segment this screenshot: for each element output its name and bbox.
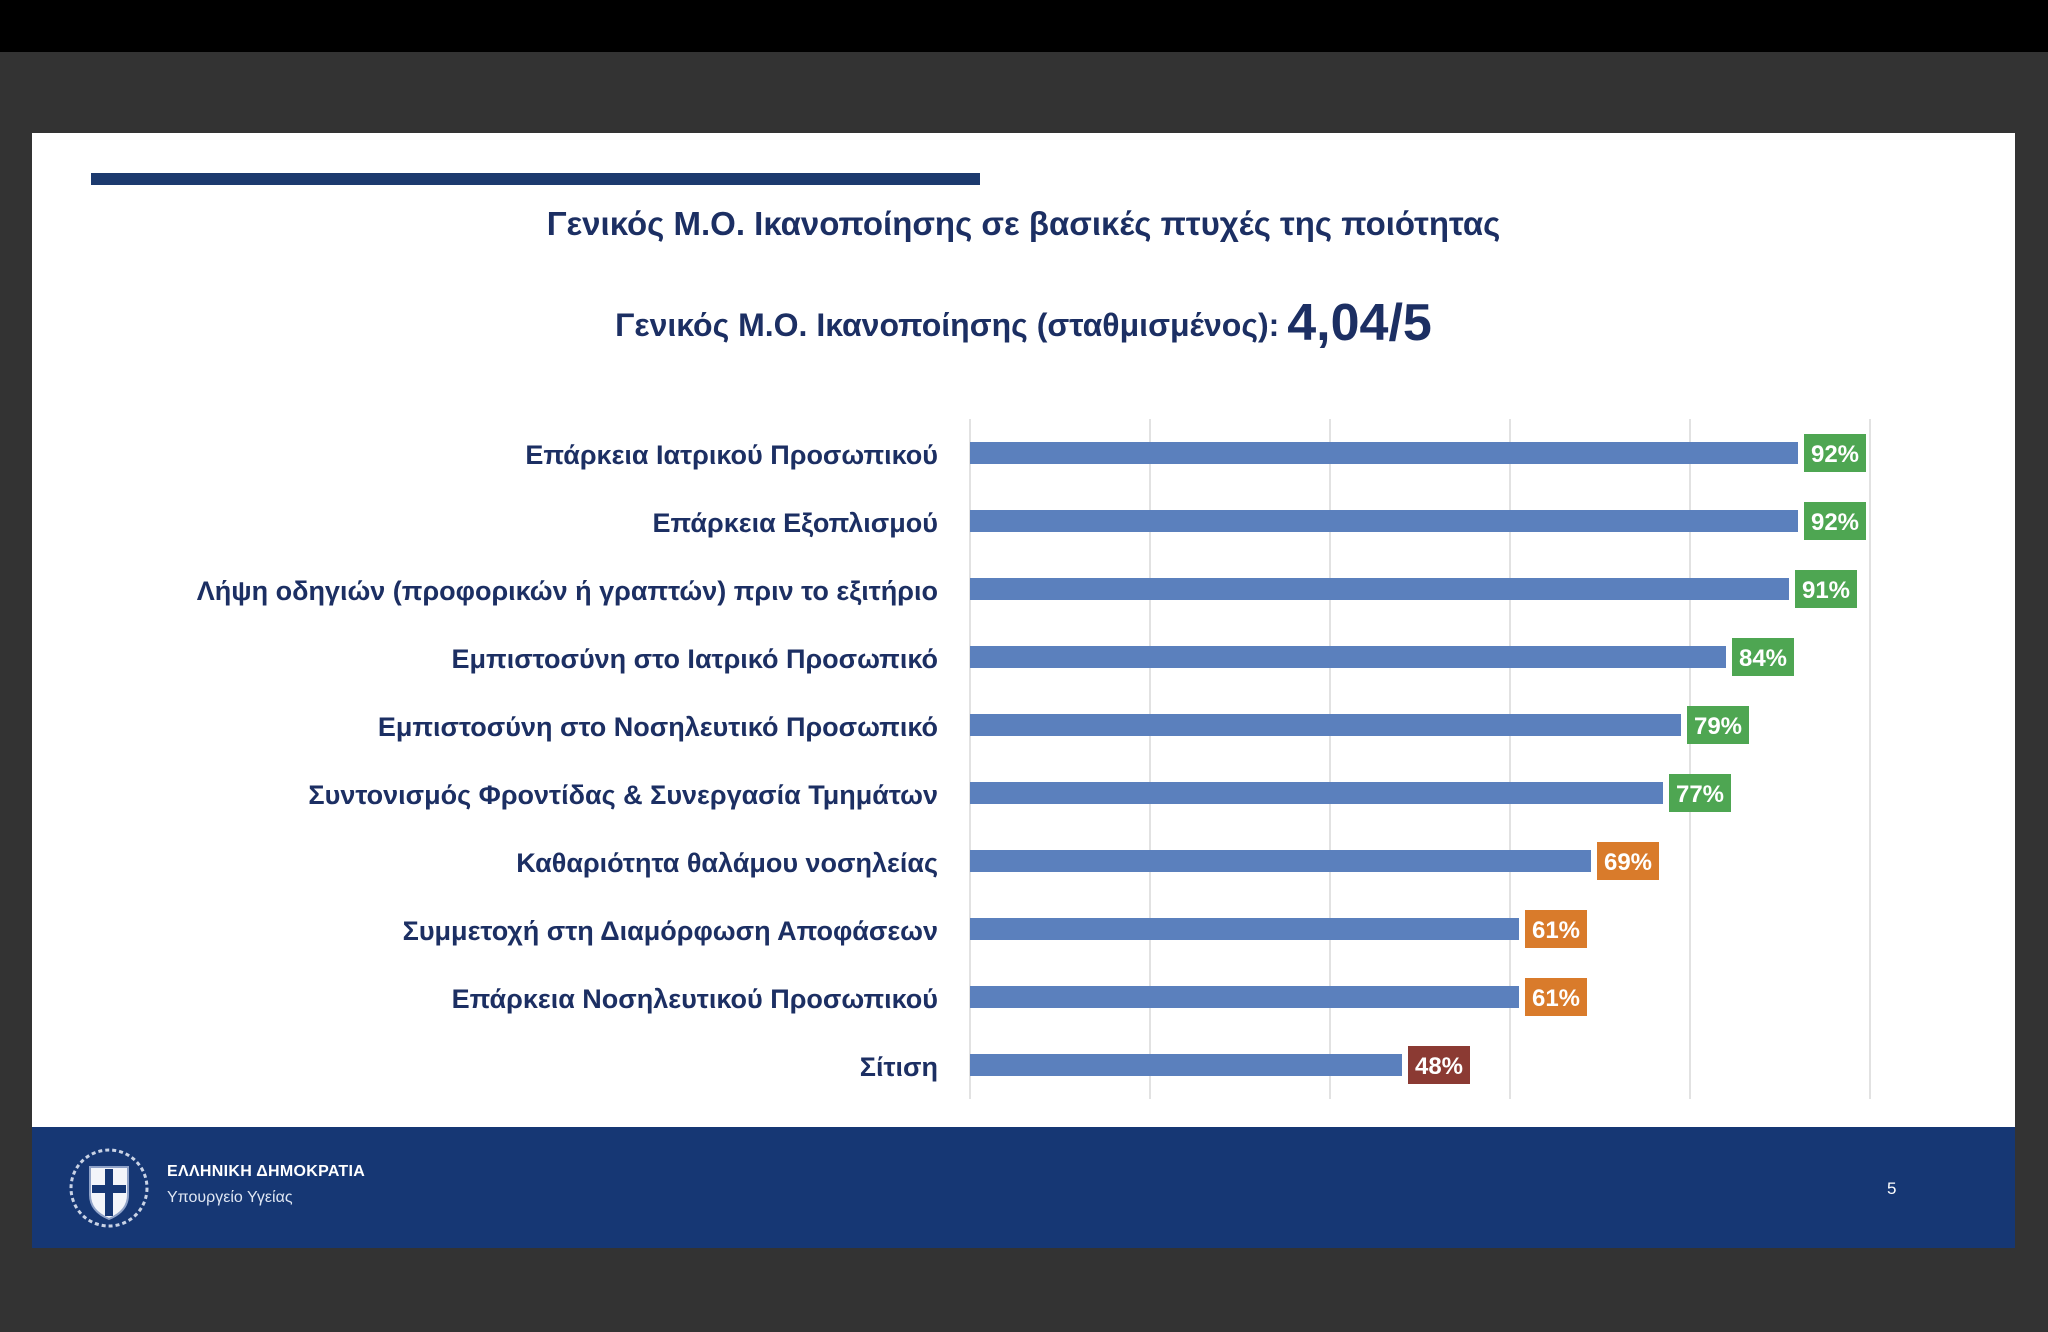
data-label-box <box>1525 978 1587 1016</box>
data-label-box <box>1687 706 1749 744</box>
subtitle-value: 4,04/5 <box>1287 294 1432 352</box>
ministry-name: Υπουργείο Υγείας <box>167 1189 293 1206</box>
data-label: 61% <box>1532 917 1580 944</box>
data-label-box <box>1732 638 1794 676</box>
greek-republic-emblem-icon <box>69 1148 149 1228</box>
data-label-box <box>1804 434 1866 472</box>
data-label: 92% <box>1811 509 1859 536</box>
data-label: 61% <box>1532 985 1580 1012</box>
category-label: Σίτιση <box>860 1052 938 1082</box>
bar <box>970 578 1789 600</box>
organization-name: ΕΛΛΗΝΙΚΗ ΔΗΜΟΚΡΑΤΙΑ <box>167 1163 366 1180</box>
bar <box>970 850 1591 872</box>
data-label-box <box>1597 842 1659 880</box>
bar <box>970 442 1798 464</box>
bar <box>970 986 1519 1008</box>
data-label: 91% <box>1802 577 1850 604</box>
category-label: Καθαριότητα θαλάμου νοσηλείας <box>516 848 938 878</box>
data-label: 69% <box>1604 849 1652 876</box>
slide-footer: ΕΛΛΗΝΙΚΗ ΔΗΜΟΚΡΑΤΙΑ Υπουργείο Υγείας 5 <box>32 1127 2015 1248</box>
title-accent-line <box>91 173 980 185</box>
data-label-box <box>1408 1046 1470 1084</box>
top-black-bar <box>0 0 2048 52</box>
category-label: Επάρκεια Ιατρικού Προσωπικού <box>525 440 938 470</box>
data-label: 92% <box>1811 441 1859 468</box>
presentation-slide: Γενικός Μ.Ο. Ικανοποίησης σε βασικές πτυ… <box>32 133 2015 1248</box>
data-label-box <box>1669 774 1731 812</box>
category-label: Εμπιστοσύνη στο Νοσηλευτικό Προσωπικό <box>378 712 938 742</box>
subtitle-label: Γενικός Μ.Ο. Ικανοποίησης (σταθμισμένος)… <box>615 307 1280 343</box>
category-label: Συντονισμός Φροντίδας & Συνεργασία Τμημά… <box>308 780 938 810</box>
slide-title: Γενικός Μ.Ο. Ικανοποίησης σε βασικές πτυ… <box>546 205 1501 242</box>
data-label: 84% <box>1739 645 1787 672</box>
category-label: Συμμετοχή στη Διαμόρφωση Αποφάσεων <box>403 916 938 946</box>
bar <box>970 510 1798 532</box>
category-label: Εμπιστοσύνη στο Ιατρικό Προσωπικό <box>452 644 938 674</box>
bar <box>970 714 1681 736</box>
data-label-box <box>1525 910 1587 948</box>
data-label: 77% <box>1676 781 1724 808</box>
satisfaction-bar-chart: Επάρκεια Ιατρικού Προσωπικού 92% Επάρκεια … <box>197 419 1871 1099</box>
data-label-box <box>1795 570 1857 608</box>
category-label: Επάρκεια Νοσηλευτικού Προσωπικού <box>452 984 938 1014</box>
bar <box>970 918 1519 940</box>
data-label-box <box>1804 502 1866 540</box>
bottom-dark-area <box>0 1248 2048 1332</box>
bar <box>970 1054 1402 1076</box>
data-label: 48% <box>1415 1053 1463 1080</box>
bar <box>970 782 1663 804</box>
page-number: 5 <box>1887 1179 1897 1198</box>
data-label: 79% <box>1694 713 1742 740</box>
slide-subtitle: Γενικός Μ.Ο. Ικανοποίησης (σταθμισμένος)… <box>32 293 2015 353</box>
category-label: Επάρκεια Εξοπλισμού <box>652 508 938 538</box>
bar <box>970 646 1726 668</box>
category-label: Λήψη οδηγιών (προφορικών ή γραπτών) πριν… <box>197 576 938 606</box>
